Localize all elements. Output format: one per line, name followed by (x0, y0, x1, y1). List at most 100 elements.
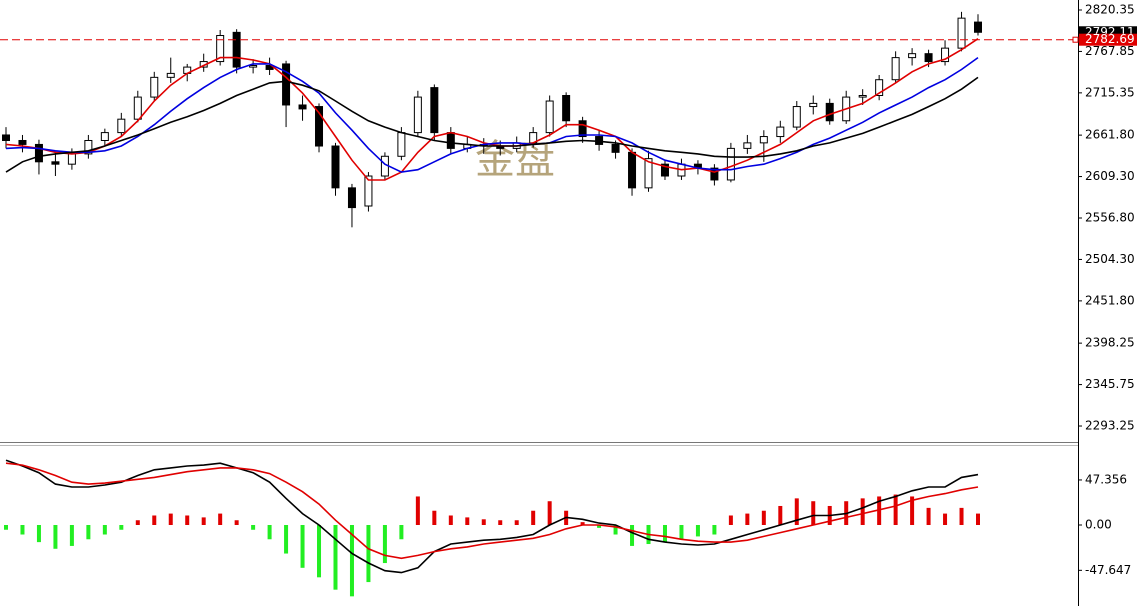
y-tick-label: 2556.80 (1085, 211, 1135, 225)
price-marker-label: 2782.69 (1085, 32, 1135, 46)
candle-body (364, 175, 373, 207)
macd-bar (976, 513, 980, 525)
macd-bar (531, 510, 536, 525)
candle-body (908, 53, 917, 59)
moving-average-line (5, 56, 979, 173)
macd-bar (135, 520, 140, 525)
candle-body (430, 87, 439, 134)
macd-bar (498, 520, 503, 525)
y-tick-label: 2609.30 (1085, 169, 1135, 183)
macd-bar (53, 525, 58, 549)
candle-body (776, 126, 785, 138)
macd-bar (152, 515, 157, 525)
macd-bar (695, 525, 700, 537)
candle-body (315, 106, 324, 147)
macd-bar (761, 510, 766, 525)
candle-body (545, 100, 554, 134)
candle-body (34, 143, 43, 163)
macd-bar (119, 525, 124, 530)
macd-bar (794, 498, 799, 525)
macd-bar (465, 517, 470, 525)
macd-line (5, 462, 979, 560)
macd-bar (580, 522, 585, 525)
macd-bar (778, 505, 783, 525)
macd-bar (251, 525, 256, 530)
macd-bar (728, 515, 733, 525)
macd-bar (102, 525, 107, 535)
y-tick-label: 2661.80 (1085, 128, 1135, 142)
y-tick-label: 47.356 (1085, 472, 1127, 486)
candle-body (941, 47, 950, 63)
macd-bar (597, 525, 602, 528)
macd-bar (317, 525, 322, 578)
candle-body (974, 21, 982, 33)
candle-body (298, 104, 307, 110)
macd-bar (712, 525, 717, 535)
candle-body (67, 153, 76, 165)
y-tick-label: 2398.25 (1085, 336, 1135, 350)
macd-bar (943, 513, 948, 525)
macd-bar (20, 525, 25, 535)
macd-bar (234, 520, 239, 525)
candle-body (924, 53, 933, 63)
candle-body (726, 147, 735, 181)
candle-body (759, 136, 768, 144)
macd-bar (366, 525, 371, 583)
macd-bar (284, 525, 289, 554)
candle-body (84, 139, 93, 155)
candle-body (957, 17, 966, 49)
macd-bar (333, 525, 338, 590)
y-tick-label: 0.00 (1085, 518, 1112, 532)
y-tick-label: 2715.35 (1085, 85, 1135, 99)
candle-body (347, 187, 356, 209)
macd-bar (432, 510, 437, 525)
candle-body (578, 120, 587, 138)
y-tick-label: 2293.25 (1085, 419, 1135, 433)
macd-bar (745, 513, 750, 525)
candle-body (18, 139, 27, 145)
candle-body (611, 143, 620, 153)
candle-body (216, 35, 225, 63)
y-tick-label: 2345.75 (1085, 377, 1135, 391)
macd-bar (481, 519, 486, 525)
macd-bar (415, 496, 420, 525)
macd-bar (168, 513, 173, 525)
candle-body (249, 65, 258, 68)
macd-bar (399, 525, 404, 540)
macd-bar (267, 525, 272, 540)
macd-bar (382, 525, 387, 564)
candle-body (891, 57, 900, 81)
macd-bar (877, 496, 882, 525)
macd-bar (349, 525, 354, 597)
macd-bar (218, 513, 223, 525)
candle-body (133, 96, 142, 120)
macd-bar (86, 525, 91, 540)
macd-bar (300, 525, 305, 568)
candle-body (331, 145, 340, 189)
macd-bar (514, 520, 519, 525)
candle-body (446, 132, 455, 149)
macd-bar (893, 494, 898, 525)
macd-bar (448, 515, 453, 525)
macd-bar (860, 498, 865, 525)
y-tick-label: 2451.80 (1085, 293, 1135, 307)
macd-bar (959, 507, 964, 525)
price-line-handle (1072, 36, 1079, 43)
candle-body (100, 132, 109, 141)
candle-body (825, 102, 834, 122)
macd-bar (679, 525, 684, 540)
macd-bar (811, 501, 816, 525)
candle-body (660, 163, 669, 177)
macd-bar (613, 525, 618, 535)
macd-bar (926, 507, 931, 525)
candle-body (644, 158, 653, 189)
candle-body (397, 132, 406, 157)
macd-line (5, 459, 979, 574)
candle-body (282, 63, 291, 106)
moving-average-line (5, 76, 979, 173)
candle-body (792, 106, 801, 128)
candle-body (809, 102, 818, 108)
macd-bar (662, 525, 667, 543)
macd-bar (36, 525, 41, 543)
macd-bar (547, 501, 552, 525)
